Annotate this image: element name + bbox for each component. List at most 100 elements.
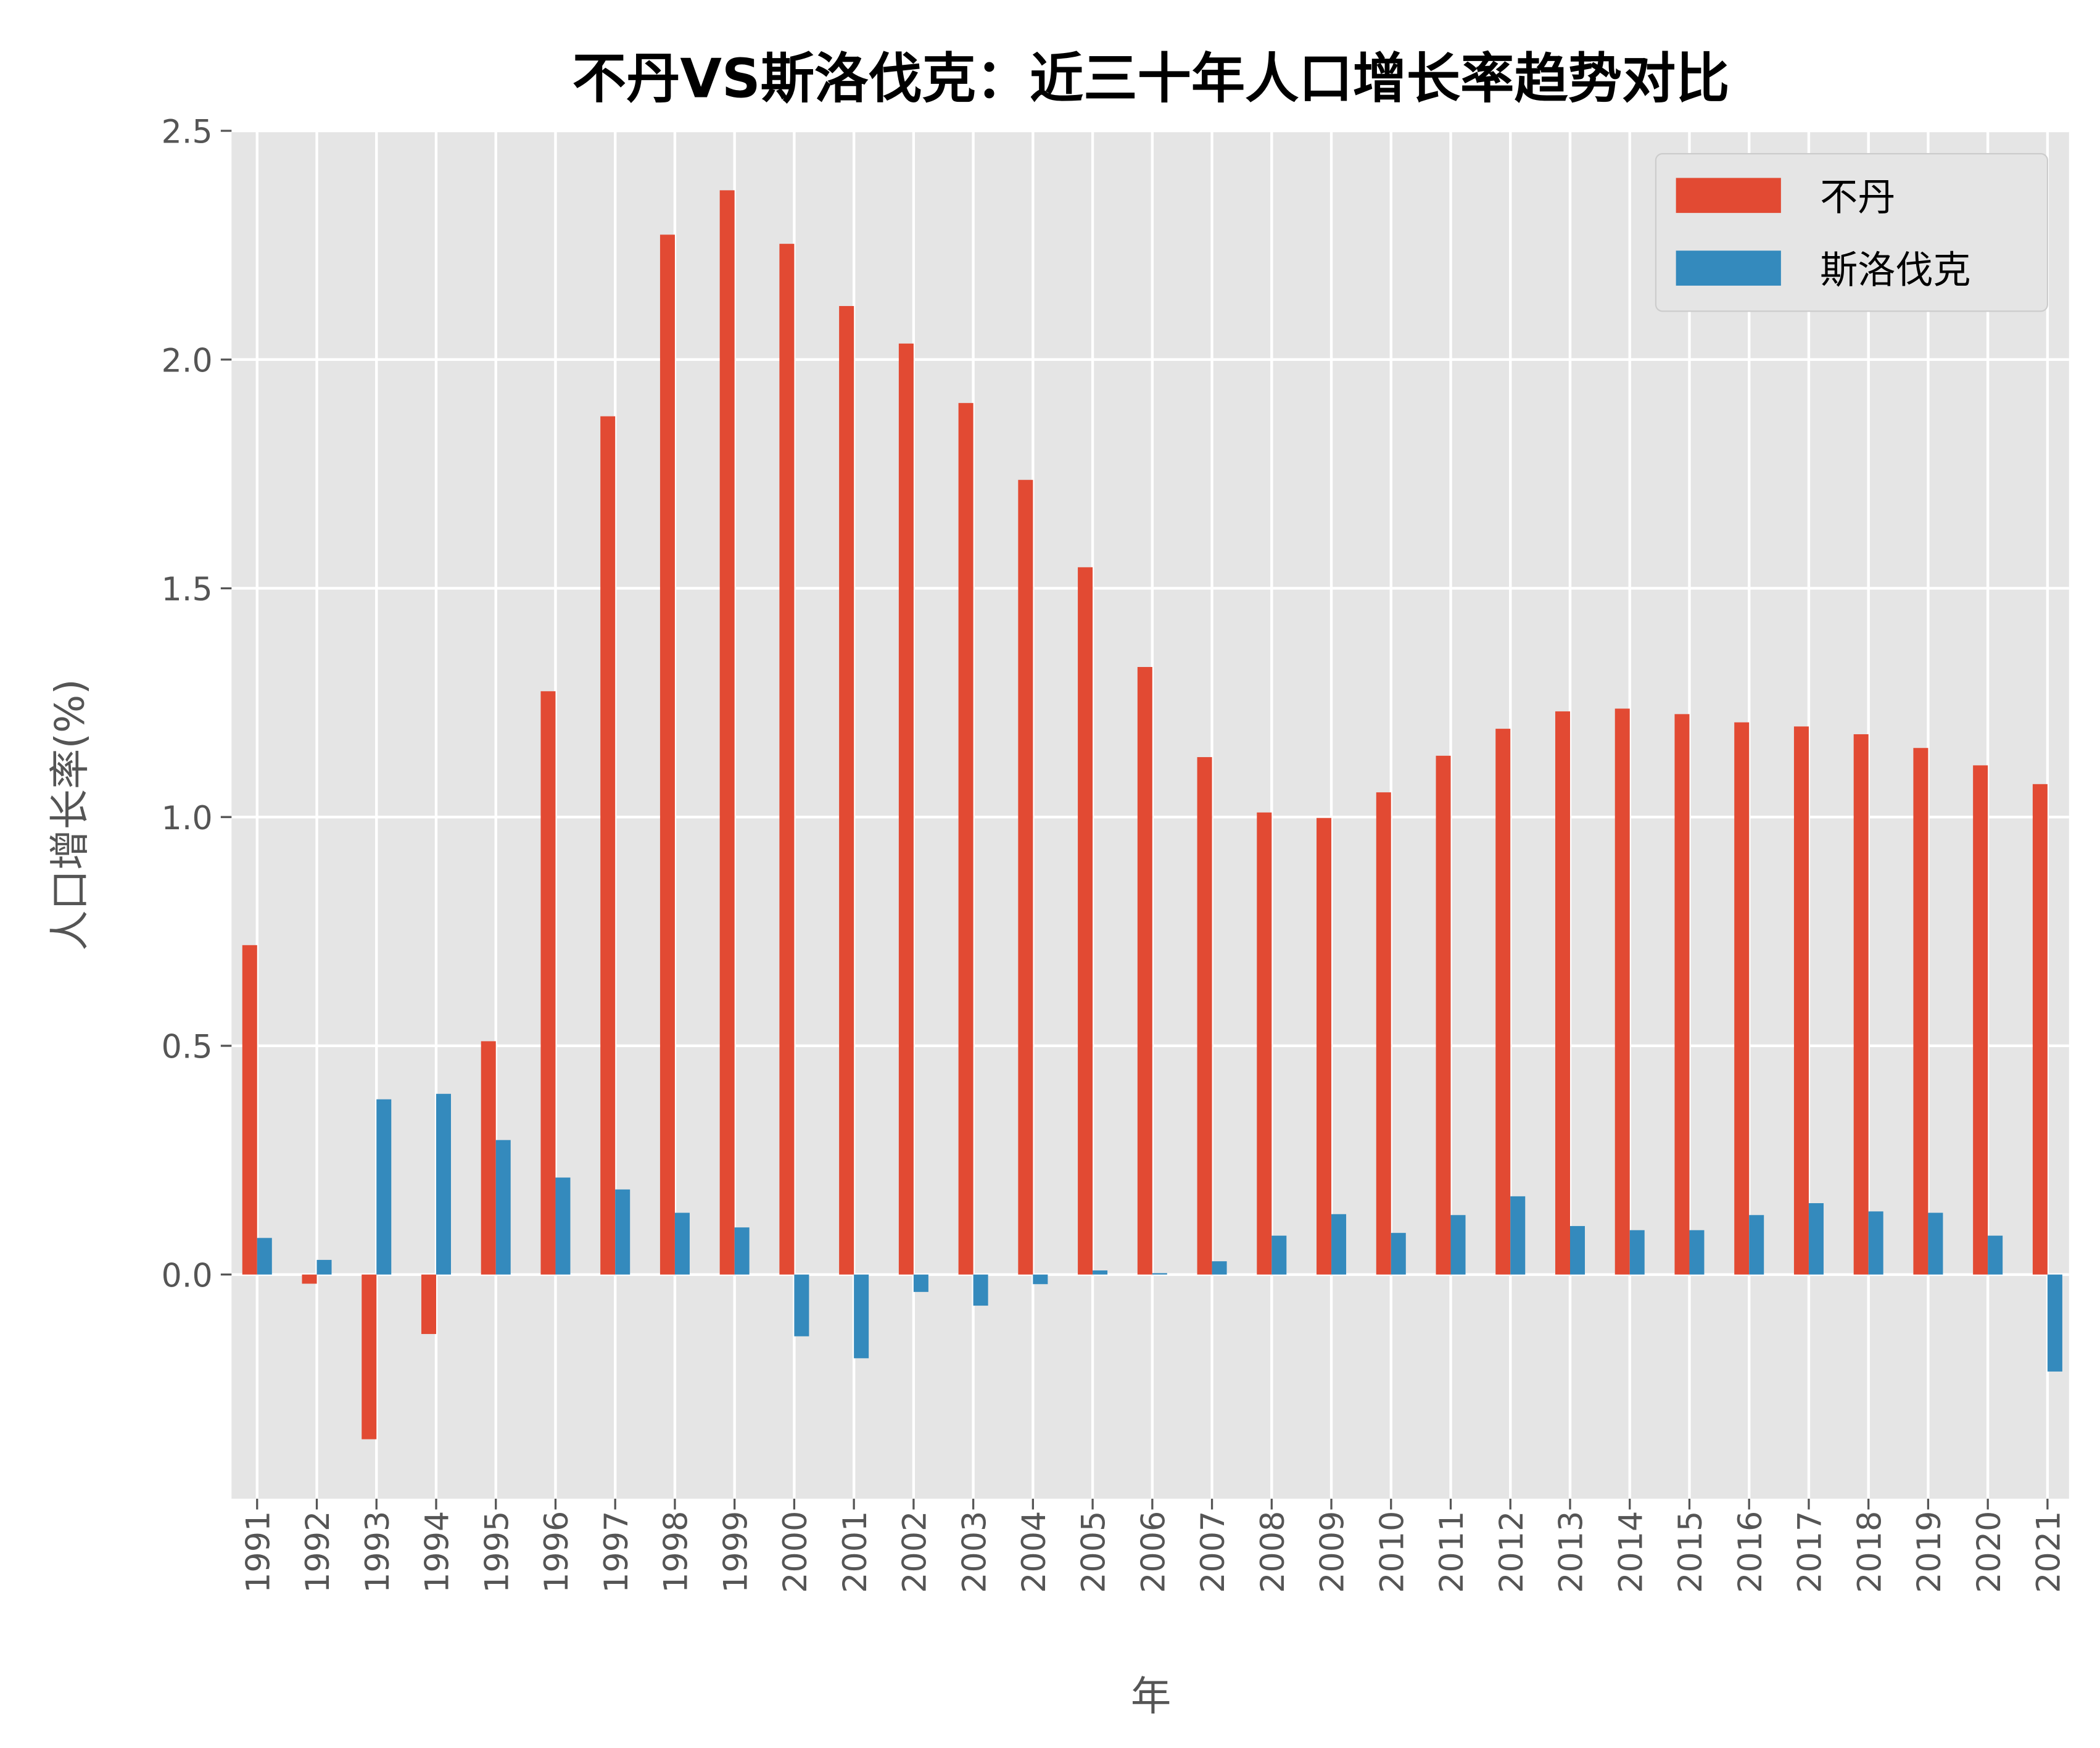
bar-bhutan-2012 [1495, 729, 1511, 1275]
bar-slovakia-2013 [1569, 1226, 1585, 1275]
x-tick-label: 2003 [956, 1511, 993, 1593]
bar-slovakia-2019 [1928, 1212, 1943, 1275]
x-tick-label: 2010 [1373, 1511, 1411, 1593]
bar-bhutan-2019 [1913, 748, 1928, 1275]
bar-slovakia-1994 [436, 1093, 451, 1275]
x-tick-label: 2005 [1075, 1511, 1113, 1593]
x-tick-label: 2011 [1433, 1511, 1471, 1593]
bar-bhutan-2010 [1376, 792, 1391, 1275]
chart-title: 不丹VS斯洛伐克：近三十年人口增长率趋势对比 [573, 47, 1730, 110]
x-tick-label: 1993 [359, 1511, 397, 1593]
bar-bhutan-2018 [1853, 734, 1869, 1275]
bar-slovakia-1999 [734, 1227, 750, 1275]
x-tick-label: 2018 [1851, 1511, 1888, 1593]
x-tick-label: 2016 [1732, 1511, 1769, 1593]
x-tick-label: 2019 [1911, 1511, 1948, 1593]
x-tick-label: 1992 [299, 1511, 337, 1593]
x-tick-label: 2001 [837, 1511, 874, 1593]
x-tick-label: 1996 [538, 1511, 576, 1593]
x-tick-label: 2015 [1672, 1511, 1709, 1593]
bar-bhutan-2003 [958, 403, 974, 1275]
bar-bhutan-2009 [1317, 818, 1332, 1275]
legend-label-slovakia: 斯洛伐克 [1820, 249, 1970, 292]
x-tick-label: 2008 [1254, 1511, 1292, 1593]
x-tick-label: 2012 [1493, 1511, 1531, 1593]
bar-bhutan-1993 [362, 1274, 377, 1439]
bar-slovakia-2004 [1033, 1274, 1048, 1285]
x-axis-label: 年 [1131, 1673, 1171, 1720]
legend-label-bhutan: 不丹 [1820, 176, 1895, 220]
bar-slovakia-2002 [913, 1274, 928, 1292]
bar-bhutan-2006 [1137, 666, 1152, 1275]
bar-slovakia-2018 [1868, 1211, 1883, 1275]
x-tick-label: 2013 [1553, 1511, 1590, 1593]
bar-slovakia-2009 [1331, 1214, 1347, 1275]
y-tick-label: 0.0 [161, 1257, 212, 1294]
bar-slovakia-1997 [615, 1189, 630, 1275]
x-tick-label: 2004 [1015, 1511, 1053, 1593]
legend: 不丹 斯洛伐克 [1655, 153, 2048, 312]
bar-bhutan-2020 [1973, 765, 1988, 1275]
bar-slovakia-1993 [376, 1099, 392, 1275]
bar-bhutan-2005 [1078, 567, 1093, 1275]
y-axis-label: 人口增长率(%) [46, 679, 93, 951]
y-tick-label: 2.5 [161, 114, 212, 151]
bar-slovakia-1991 [257, 1238, 272, 1275]
y-tick-label: 0.5 [161, 1029, 212, 1066]
bar-slovakia-2000 [794, 1274, 809, 1336]
bar-slovakia-2008 [1271, 1235, 1287, 1275]
x-tick-label: 1995 [478, 1511, 516, 1593]
legend-swatch-bhutan [1676, 178, 1781, 213]
bar-slovakia-2011 [1450, 1215, 1466, 1275]
bar-bhutan-1991 [242, 945, 257, 1275]
x-ticks: 1991 1992 1993 1994 1995 1996 1997 1998 1999 2000… [239, 1498, 2068, 1593]
y-ticks: 0.0 0.5 1.0 1.5 2.0 2.5 [161, 114, 232, 1294]
bar-slovakia-2015 [1689, 1230, 1705, 1275]
bar-bhutan-2011 [1436, 755, 1451, 1275]
bar-bhutan-2001 [839, 305, 854, 1275]
bar-bhutan-1992 [302, 1274, 317, 1284]
x-tick-label: 2017 [1792, 1511, 1829, 1593]
x-tick-label: 2002 [896, 1511, 934, 1593]
x-tick-label: 2009 [1314, 1511, 1352, 1593]
y-tick-label: 1.0 [161, 800, 212, 837]
bar-slovakia-1995 [495, 1140, 511, 1275]
bar-bhutan-2015 [1674, 714, 1690, 1275]
bar-slovakia-2003 [973, 1274, 988, 1306]
bar-bhutan-2002 [898, 343, 914, 1275]
bar-slovakia-1998 [674, 1212, 690, 1275]
bar-slovakia-2007 [1212, 1261, 1227, 1275]
y-tick-label: 2.0 [161, 342, 212, 379]
bar-bhutan-2000 [779, 244, 795, 1275]
bar-slovakia-2014 [1629, 1230, 1645, 1275]
x-tick-label: 2000 [777, 1511, 814, 1593]
bar-bhutan-1994 [421, 1274, 436, 1335]
bar-bhutan-1996 [540, 691, 556, 1275]
x-tick-label: 1994 [419, 1511, 457, 1593]
bar-slovakia-2010 [1391, 1233, 1406, 1275]
bar-bhutan-2017 [1793, 726, 1809, 1275]
x-tick-label: 2014 [1612, 1511, 1650, 1593]
bar-slovakia-2005 [1093, 1270, 1108, 1275]
bar-bhutan-2008 [1257, 812, 1272, 1275]
x-tick-label: 1991 [239, 1511, 277, 1593]
x-tick-label: 2006 [1135, 1511, 1172, 1593]
bar-bhutan-1995 [481, 1041, 496, 1275]
bar-slovakia-2006 [1152, 1273, 1167, 1275]
legend-swatch-slovakia [1676, 251, 1781, 286]
bar-slovakia-1996 [555, 1177, 571, 1275]
bar-slovakia-2016 [1749, 1215, 1764, 1275]
y-tick-label: 1.5 [161, 571, 212, 608]
bar-slovakia-1992 [316, 1259, 332, 1275]
bar-bhutan-2004 [1018, 479, 1033, 1275]
bar-slovakia-2017 [1808, 1203, 1824, 1275]
bar-bhutan-1998 [659, 234, 675, 1275]
x-tick-label: 2020 [1970, 1511, 2008, 1593]
bar-slovakia-2001 [854, 1274, 869, 1359]
bar-slovakia-2012 [1510, 1196, 1526, 1275]
x-tick-label: 2007 [1194, 1511, 1232, 1593]
bar-bhutan-2013 [1555, 711, 1570, 1275]
bar-bhutan-1997 [600, 416, 616, 1275]
x-tick-label: 1998 [658, 1511, 695, 1593]
